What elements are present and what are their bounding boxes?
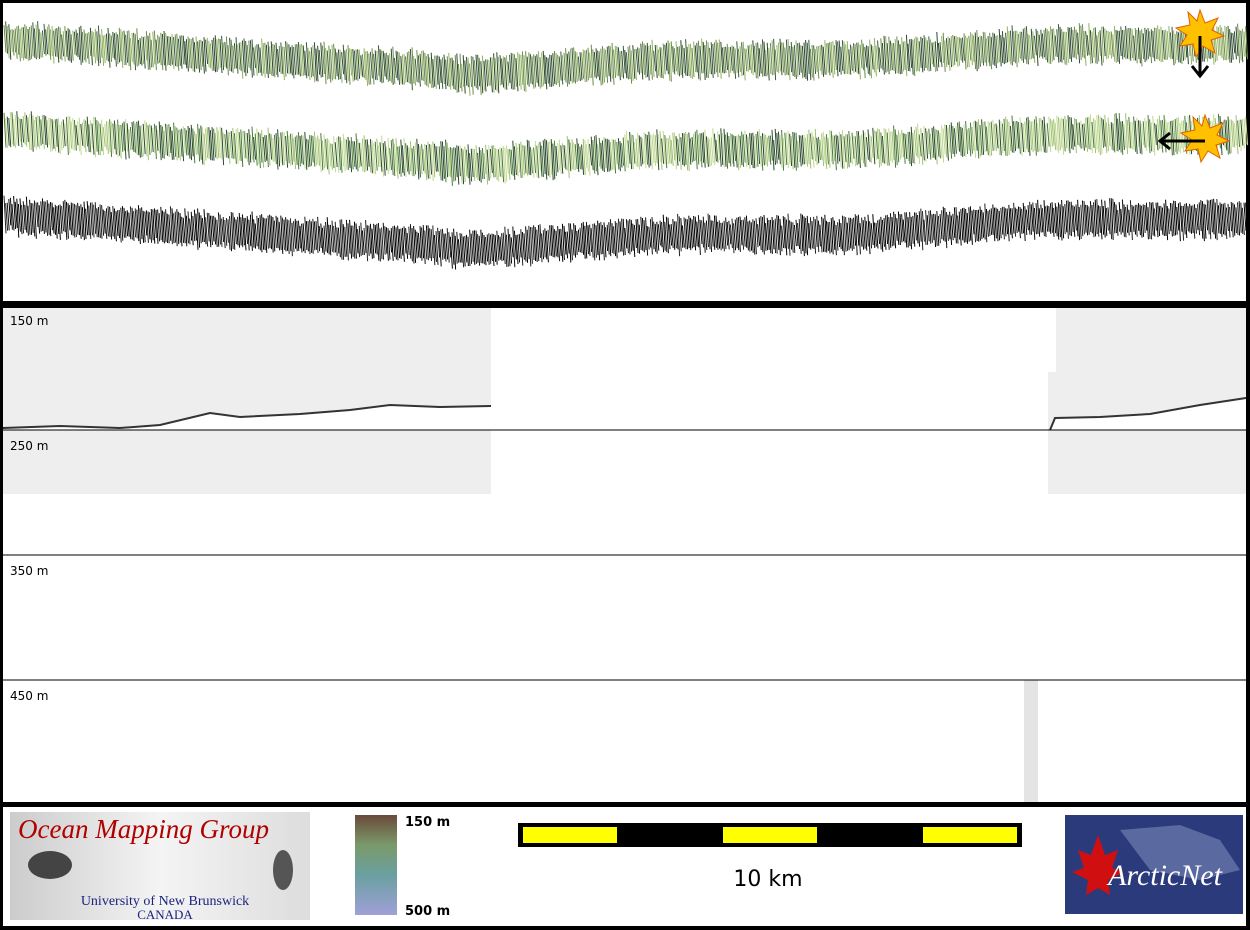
sun-icon-1 xyxy=(1174,8,1226,79)
scale-bar-segment xyxy=(523,827,617,843)
logo-shape xyxy=(28,851,72,879)
logo-shape xyxy=(273,850,293,890)
seafloor-profile xyxy=(2,403,492,430)
swath-strip xyxy=(6,23,1247,96)
seafloor-profile xyxy=(1049,397,1247,431)
logo-line: CANADA xyxy=(137,907,193,922)
logo-title: Ocean Mapping Group xyxy=(18,814,269,844)
depth-label: 350 m xyxy=(10,564,48,578)
color-bar xyxy=(355,815,397,915)
arcticnet-logo: ArcticNet xyxy=(1065,815,1243,914)
profile-coverage xyxy=(3,308,491,494)
profile-coverage xyxy=(1048,308,1246,494)
logo-map xyxy=(1120,825,1240,880)
scale-bar-label: 10 km xyxy=(733,867,802,892)
sun-icon-2 xyxy=(1157,113,1231,164)
swath-strip xyxy=(6,111,1244,185)
swath-strip xyxy=(3,195,1245,268)
color-bar-label: 500 m xyxy=(405,904,450,919)
depth-grid: 150 m 250 m 350 m 450 m xyxy=(3,314,1246,703)
swath-strip xyxy=(22,112,1239,185)
swath-strip xyxy=(3,23,1249,95)
profile-gap xyxy=(1048,308,1056,372)
scale-bar-segment xyxy=(923,827,1017,843)
swath-strip xyxy=(8,198,1249,270)
color-bar-label: 150 m xyxy=(405,815,450,830)
depth-label: 250 m xyxy=(10,439,48,453)
swath-strip xyxy=(13,195,1247,269)
logo-title: ArcticNet xyxy=(1106,859,1223,892)
swath-strip xyxy=(5,21,1244,91)
scale-bar: 10 km xyxy=(518,823,1022,892)
omg-logo: Ocean Mapping Group University of New Br… xyxy=(10,812,310,922)
profile-artifact xyxy=(1024,680,1038,802)
swath-data xyxy=(3,21,1249,270)
swath-strip xyxy=(5,111,1249,184)
swath-strip xyxy=(3,112,1241,186)
swath-strip xyxy=(6,197,1244,268)
maple-leaf xyxy=(1072,835,1124,895)
swath-strip xyxy=(8,24,1239,94)
scale-bar-segment xyxy=(723,827,817,843)
depth-label: 450 m xyxy=(10,689,48,703)
logo-line: University of New Brunswick xyxy=(81,894,249,909)
depth-label: 150 m xyxy=(10,314,48,328)
